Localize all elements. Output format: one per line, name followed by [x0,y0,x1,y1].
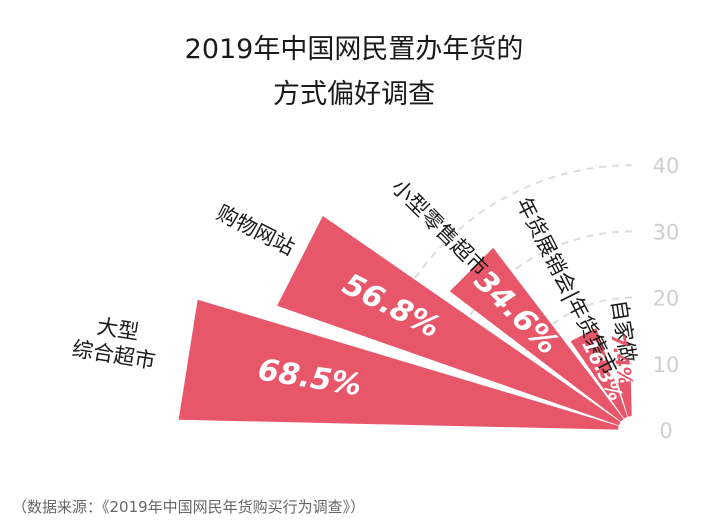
category-label-0: 大型综合超市 [71,311,162,374]
tick-label-10: 10 [653,353,680,377]
chart-title-line-2: 方式偏好调查 [273,79,435,110]
grid-arc-40 [401,164,633,299]
source-note: （数据来源：《2019年中国网民年货购买行为调查》） [12,498,365,516]
bar-0 [178,299,619,430]
tick-label-0: 0 [659,419,672,443]
category-label-2: 小型零售超市 [387,175,493,281]
tick-label-30: 30 [653,220,680,244]
radial-ticks: 0 10 20 30 40 [653,154,680,443]
tick-label-40: 40 [653,154,680,178]
bar-4 [617,381,632,417]
tick-label-20: 20 [653,287,680,311]
bar-1 [277,215,621,426]
bar-2 [449,247,624,422]
category-label-1: 购物网站 [213,201,299,261]
chart-title-line-1: 2019年中国网民置办年货的 [185,34,524,65]
bar-3 [570,328,628,419]
grid-arc-30 [459,230,633,332]
bars [178,215,632,430]
